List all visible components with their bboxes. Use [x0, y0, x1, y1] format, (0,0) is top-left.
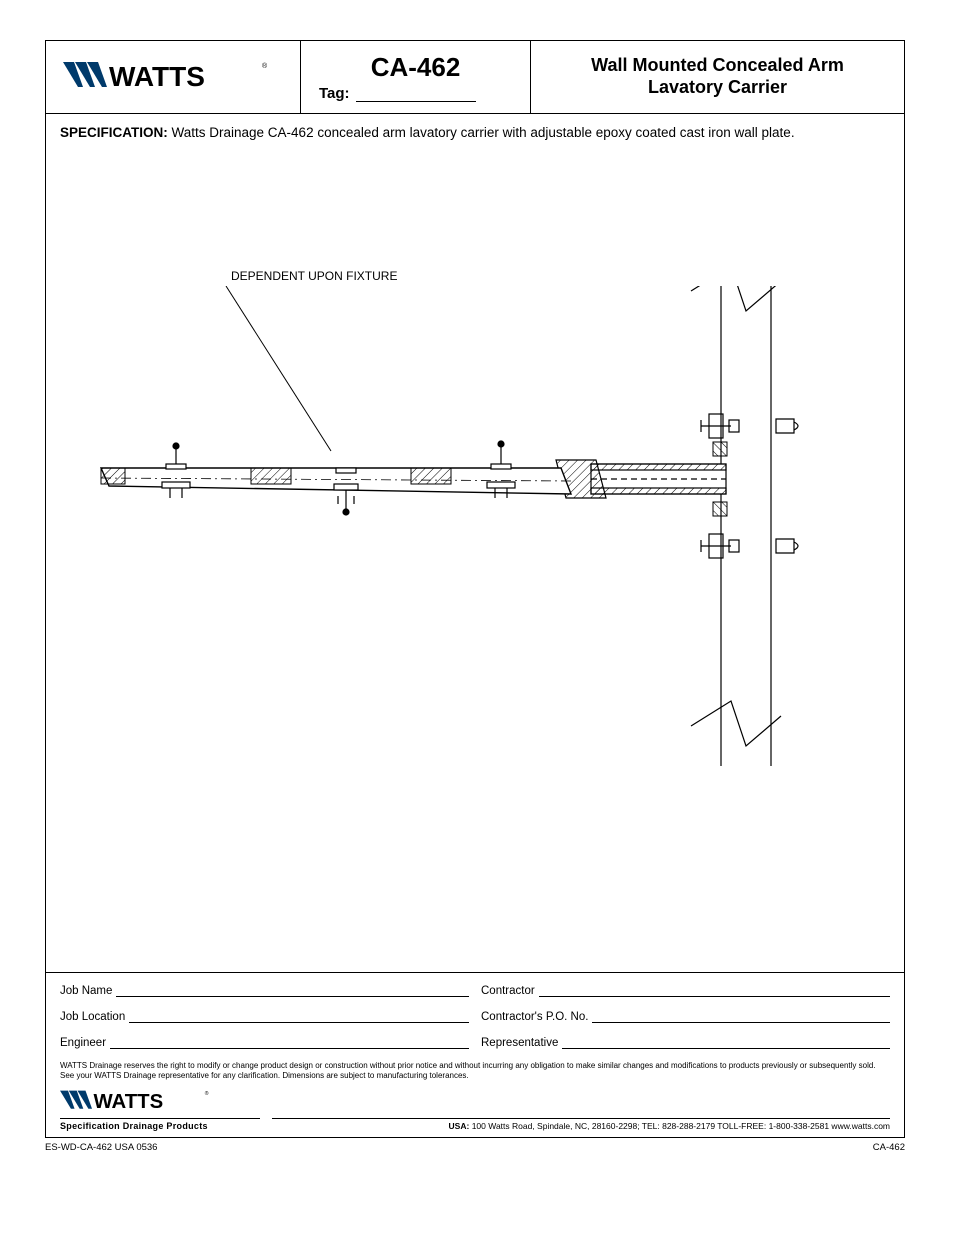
spec-label: SPECIFICATION: — [60, 125, 168, 140]
tag-input-line[interactable] — [356, 88, 476, 102]
label-engineer: Engineer — [60, 1037, 106, 1049]
svg-text:®: ® — [262, 62, 268, 70]
spec-sheet-frame: WATTS ® CA-462 Tag: Wall Mounted Conceal… — [45, 40, 905, 1138]
field-representative[interactable]: Representative — [481, 1037, 890, 1049]
model-number: CA-462 — [371, 52, 461, 83]
svg-text:®: ® — [205, 1090, 209, 1097]
drawing-area: DEPENDENT UPON FIXTURE — [46, 176, 904, 897]
header-logo-cell: WATTS ® — [46, 41, 301, 113]
field-contractor[interactable]: Contractor — [481, 985, 890, 997]
tag-field: Tag: — [319, 85, 476, 102]
spec-text: Watts Drainage CA-462 concealed arm lava… — [172, 125, 795, 140]
footer-address: USA: 100 Watts Road, Spindale, NC, 28160… — [272, 1118, 890, 1131]
watts-logo-footer: WATTS ® — [60, 1087, 220, 1116]
technical-drawing — [81, 286, 861, 766]
header-row: WATTS ® CA-462 Tag: Wall Mounted Conceal… — [46, 41, 904, 114]
product-title: Wall Mounted Concealed Arm Lavatory Carr… — [591, 55, 844, 98]
header-model-cell: CA-462 Tag: — [301, 41, 531, 113]
field-job-location[interactable]: Job Location — [60, 1011, 469, 1023]
title-line-1: Wall Mounted Concealed Arm — [591, 55, 844, 75]
watts-logo: WATTS ® — [63, 57, 283, 97]
specification-block: SPECIFICATION: Watts Drainage CA-462 con… — [46, 114, 904, 148]
footer-bar: WATTS ® Specification Drainage Products … — [60, 1087, 890, 1131]
tag-label: Tag: — [319, 85, 350, 102]
doc-code-left: ES-WD-CA-462 USA 0536 — [45, 1142, 157, 1153]
label-job-location: Job Location — [60, 1011, 125, 1023]
subbrand-label: Specification Drainage Products — [60, 1118, 260, 1131]
label-contractor: Contractor — [481, 985, 535, 997]
address-country-label: USA: — [449, 1121, 470, 1131]
label-job-name: Job Name — [60, 985, 112, 997]
form-grid: Job Name Contractor Job Location Contrac… — [60, 985, 890, 1049]
field-po-no[interactable]: Contractor's P.O. No. — [481, 1011, 890, 1023]
svg-text:WATTS: WATTS — [109, 61, 205, 92]
doc-code-right: CA-462 — [873, 1142, 905, 1153]
form-area: Job Name Contractor Job Location Contrac… — [46, 972, 904, 1137]
header-title-cell: Wall Mounted Concealed Arm Lavatory Carr… — [531, 41, 904, 113]
callout-label: DEPENDENT UPON FIXTURE — [231, 269, 397, 283]
address-text: 100 Watts Road, Spindale, NC, 28160-2298… — [472, 1121, 890, 1131]
footer-logo-block: WATTS ® Specification Drainage Products — [60, 1087, 260, 1131]
svg-text:WATTS: WATTS — [93, 1091, 163, 1113]
field-job-name[interactable]: Job Name — [60, 985, 469, 997]
label-representative: Representative — [481, 1037, 558, 1049]
page-footer: ES-WD-CA-462 USA 0536 CA-462 — [45, 1142, 905, 1153]
title-line-2: Lavatory Carrier — [648, 77, 787, 97]
label-po-no: Contractor's P.O. No. — [481, 1011, 588, 1023]
field-engineer[interactable]: Engineer — [60, 1037, 469, 1049]
disclaimer-text: WATTS Drainage reserves the right to mod… — [60, 1061, 890, 1081]
